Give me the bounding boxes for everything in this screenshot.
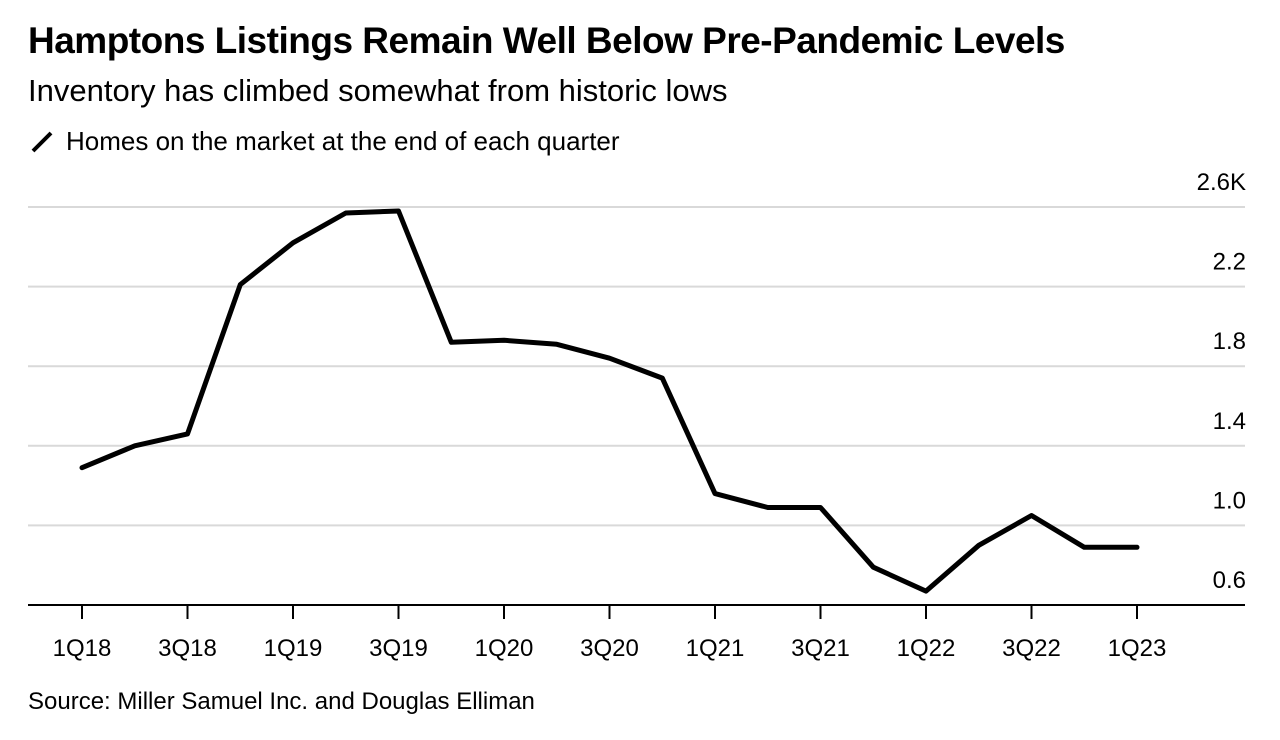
x-tick-label: 3Q19 — [369, 635, 428, 662]
x-tick-label: 3Q18 — [158, 635, 217, 662]
x-tick-label: 1Q18 — [53, 635, 112, 662]
chart-subtitle: Inventory has climbed somewhat from hist… — [28, 73, 728, 108]
source-note: Source: Miller Samuel Inc. and Douglas E… — [28, 688, 535, 715]
y-tick-label: 1.4 — [1213, 408, 1246, 435]
x-tick-label: 3Q21 — [791, 635, 850, 662]
chart-title: Hamptons Listings Remain Well Below Pre-… — [28, 20, 1065, 61]
x-tick-label: 1Q19 — [264, 635, 323, 662]
legend: Homes on the market at the end of each q… — [28, 126, 620, 156]
legend-line-swatch — [31, 131, 53, 153]
x-tick-label: 3Q20 — [580, 635, 639, 662]
x-tick-label: 1Q20 — [475, 635, 534, 662]
x-tick-label: 1Q23 — [1108, 635, 1167, 662]
y-tick-label: 2.6K — [1197, 169, 1246, 196]
x-tick-label: 1Q21 — [686, 635, 745, 662]
x-tick-label: 3Q22 — [1002, 635, 1061, 662]
y-tick-label: 1.8 — [1213, 328, 1246, 355]
y-tick-label: 2.2 — [1213, 249, 1246, 276]
y-tick-label: 1.0 — [1213, 487, 1246, 514]
x-tick-label: 1Q22 — [897, 635, 956, 662]
y-tick-label: 0.6 — [1213, 567, 1246, 594]
series-line — [79, 208, 1140, 594]
legend-label: Homes on the market at the end of each q… — [66, 125, 620, 156]
